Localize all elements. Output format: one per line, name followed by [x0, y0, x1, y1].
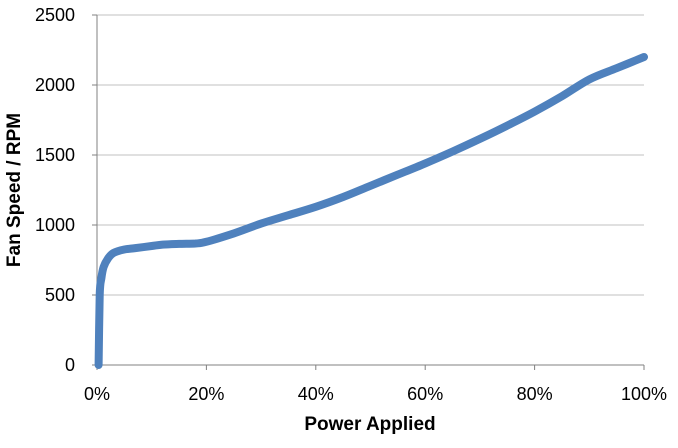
x-tick-label: 20%	[188, 384, 224, 404]
y-axis-title: Fan Speed / RPM	[4, 113, 25, 267]
y-tick-labels: 0 500 1000 1500 2000 2500	[35, 5, 75, 375]
y-tick-label: 2000	[35, 75, 75, 95]
y-tick-label: 500	[45, 285, 75, 305]
y-tick-label: 1500	[35, 145, 75, 165]
x-tick-labels: 0% 20% 40% 60% 80% 100%	[84, 384, 667, 404]
x-tick-label: 60%	[407, 384, 443, 404]
y-tick-label: 0	[65, 355, 75, 375]
x-axis-title: Power Applied	[304, 414, 435, 435]
x-tick-label: 0%	[84, 384, 110, 404]
x-tick-label: 100%	[621, 384, 667, 404]
y-tick-label: 1000	[35, 215, 75, 235]
x-tick-label: 40%	[298, 384, 334, 404]
series-line	[94, 53, 648, 369]
y-tick-label: 2500	[35, 5, 75, 25]
series-layer	[94, 53, 648, 369]
axes	[92, 14, 645, 370]
gridlines	[97, 14, 644, 296]
x-tick-label: 80%	[517, 384, 553, 404]
